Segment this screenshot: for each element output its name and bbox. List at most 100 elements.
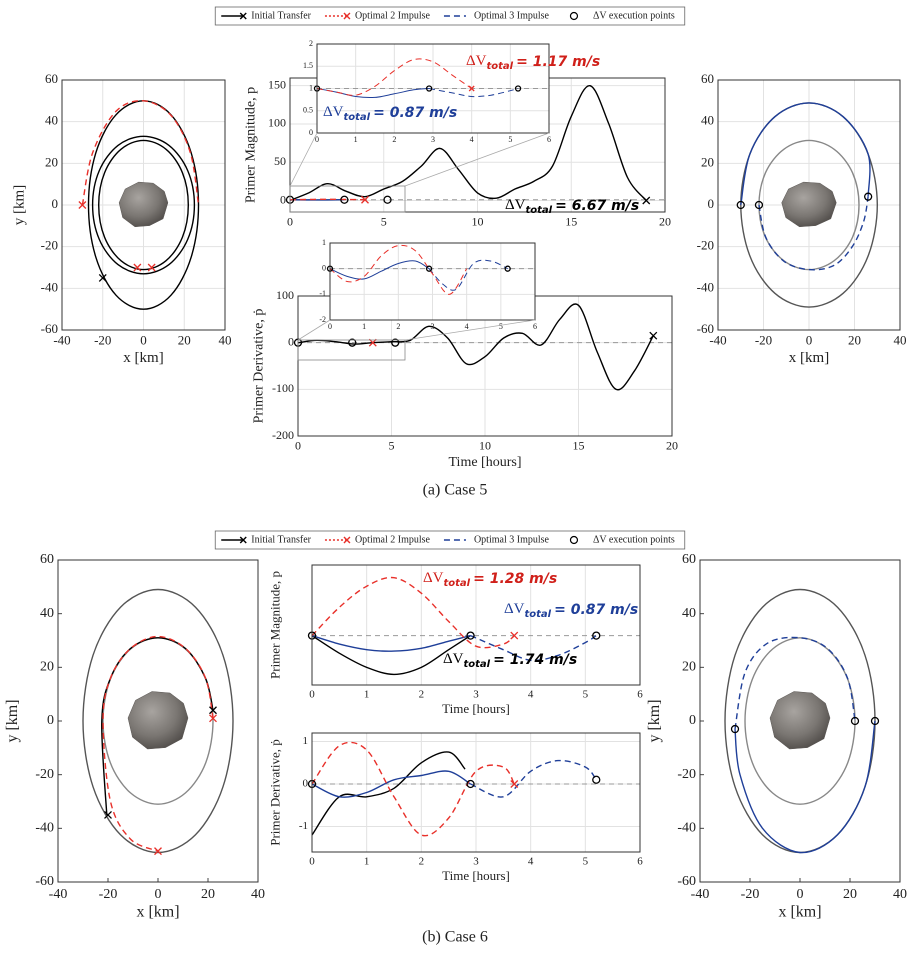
x-tick-label: 1: [364, 688, 370, 700]
annotation-symbol: ΔV: [323, 104, 344, 120]
x-tick-label: 5: [389, 439, 395, 453]
x-tick-label: 4: [470, 135, 474, 144]
annotation-value: = 0.87 m/s: [373, 105, 457, 121]
annotation-symbol: ΔV: [466, 53, 487, 69]
y-tick-label: 0: [52, 196, 59, 211]
y-tick-label: 40: [682, 606, 696, 621]
chart-panel: 0 1 2 3 4 5 6 Time [hours] Primer Magnitude, p ΔV…: [267, 564, 643, 716]
legend-label: Optimal 3 Impulse: [474, 534, 550, 545]
plot-frame: [311, 564, 641, 686]
x-tick-label: 0: [328, 322, 332, 331]
legend-item: Initial Transfer: [221, 534, 312, 545]
y-axis-label: y [km]: [12, 185, 28, 225]
marker: [391, 338, 400, 347]
legend-label: ΔV execution points: [593, 534, 675, 545]
zoom-connector: [404, 319, 536, 341]
y-tick-label: -1: [299, 820, 308, 832]
y-tick-label: 0: [322, 263, 326, 272]
annotation-symbol: ΔV: [504, 601, 525, 617]
delta-v-annotation: ΔVtotal = 1.17 m/s: [466, 53, 600, 72]
x-tick-label: 1: [362, 322, 366, 331]
y-tick-label: 60: [45, 71, 58, 86]
x-tick-label: -40: [691, 887, 710, 902]
marker: [649, 331, 658, 340]
legend-marker: [569, 535, 579, 545]
legend-label: Optimal 3 Impulse: [474, 10, 550, 21]
x-tick-label: -20: [741, 887, 760, 902]
y-axis-label: Primer Derivative, ṗ: [267, 739, 282, 846]
x-tick-label: 5: [583, 855, 589, 867]
x-tick-label: 2: [396, 322, 400, 331]
x-tick-label: 6: [637, 855, 643, 867]
annotation-subscript: total: [343, 112, 370, 123]
marker: [592, 631, 601, 640]
x-tick-label: 4: [528, 855, 534, 867]
plot-frame: [61, 79, 226, 331]
series-line: [316, 88, 430, 99]
annotation-value: = 0.87 m/s: [554, 602, 638, 618]
legend-label: Initial Transfer: [251, 534, 311, 545]
zoom-box: [297, 339, 406, 361]
legend-marker: [343, 12, 351, 20]
annotation-subscript: total: [486, 61, 513, 72]
annotation-value: = 6.67 m/s: [555, 198, 639, 214]
series-line: [329, 244, 468, 295]
y-tick-label: -2: [319, 315, 326, 324]
x-tick-label: 20: [178, 333, 191, 348]
series-line: [82, 588, 234, 854]
y-tick-label: 60: [682, 552, 696, 567]
annotation-subscript: total: [524, 609, 551, 620]
x-tick-label: 40: [894, 333, 907, 348]
annotation-subscript: total: [463, 659, 490, 670]
legend-marker: [239, 536, 247, 544]
y-tick-label: 0: [309, 128, 313, 137]
x-tick-label: 0: [140, 333, 147, 348]
x-tick-label: 20: [201, 887, 215, 902]
y-tick-label: -60: [41, 321, 58, 336]
y-tick-label: 100: [276, 288, 294, 302]
y-axis-label: Primer Magnitude, p: [244, 87, 259, 203]
x-tick-label: 0: [315, 135, 319, 144]
x-tick-label: 2: [419, 688, 425, 700]
x-tick-label: 20: [666, 439, 678, 453]
x-tick-label: 10: [472, 215, 484, 229]
plot-frame: [717, 79, 901, 331]
x-tick-label: 40: [219, 333, 232, 348]
x-tick-label: -40: [49, 887, 68, 902]
x-tick-label: 3: [473, 688, 479, 700]
series-line: [91, 135, 196, 275]
marker: [154, 847, 162, 856]
delta-v-annotation: ΔVtotal = 1.28 m/s: [423, 570, 557, 589]
x-tick-label: 40: [893, 887, 907, 902]
y-tick-label: 20: [45, 154, 58, 169]
x-axis-label: x [km]: [123, 350, 163, 366]
legend-label: Optimal 2 Impulse: [355, 10, 431, 21]
marker: [642, 196, 651, 205]
x-tick-label: 20: [848, 333, 861, 348]
y-tick-label: -20: [41, 238, 58, 253]
y-tick-label: -60: [697, 321, 714, 336]
plot-frame: [311, 732, 641, 853]
y-tick-label: -200: [272, 428, 294, 442]
y-tick-label: -40: [35, 821, 54, 836]
annotation-symbol: ΔV: [443, 651, 464, 667]
x-tick-label: 0: [295, 439, 301, 453]
x-tick-label: 15: [573, 439, 585, 453]
marker: [133, 263, 142, 272]
series-line: [470, 634, 597, 662]
y-tick-label: 0: [47, 713, 54, 728]
y-tick-label: -40: [41, 279, 58, 294]
asteroid: [769, 691, 831, 750]
y-tick-label: 1: [303, 735, 309, 747]
y-tick-label: 20: [701, 154, 714, 169]
series-line: [429, 88, 519, 98]
y-tick-label: 40: [701, 113, 714, 128]
plot-frame: [329, 242, 536, 321]
figure-caption: (a) Case 5: [423, 482, 488, 499]
annotation-value: = 1.28 m/s: [473, 571, 557, 587]
y-axis-label: Primer Derivative, ṗ: [252, 309, 267, 424]
